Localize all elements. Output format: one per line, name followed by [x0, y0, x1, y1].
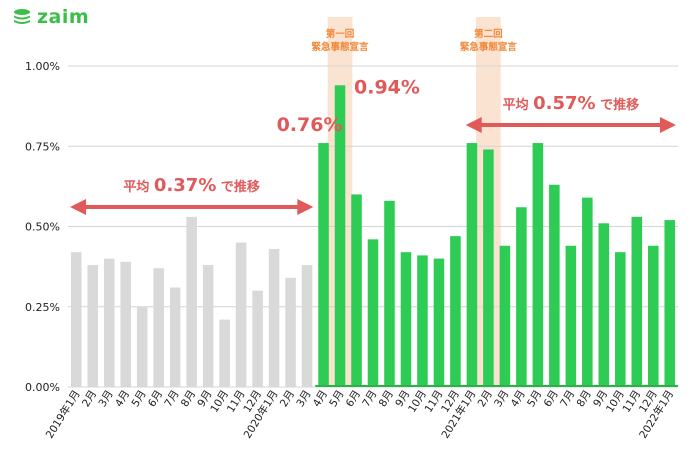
- y-tick-label: 0.00%: [25, 381, 60, 394]
- average-label: 平均 0.37% で推移: [123, 175, 260, 196]
- brand-name: zaim: [37, 6, 90, 28]
- arrowhead-left: [70, 199, 86, 215]
- bar: [384, 200, 395, 387]
- x-tick-label: 8月: [179, 388, 198, 409]
- arrowhead-right: [660, 117, 676, 133]
- x-tick-label: 8月: [377, 388, 396, 409]
- bar: [136, 306, 148, 387]
- bar: [433, 258, 445, 387]
- bar: [450, 236, 461, 387]
- x-tick-label: 4月: [311, 388, 330, 409]
- x-tick-label: 4月: [113, 388, 132, 409]
- bar: [532, 143, 544, 387]
- x-tick-label: 5月: [525, 388, 544, 409]
- average-label: 平均 0.57% で推移: [503, 93, 640, 114]
- y-tick-label: 0.25%: [25, 301, 60, 314]
- x-tick-label: 2月: [278, 388, 297, 409]
- brand-logo: zaim: [12, 6, 89, 28]
- bar: [301, 265, 313, 387]
- bar: [664, 220, 676, 387]
- x-tick-label: 6月: [542, 388, 561, 409]
- x-tick-label: 6月: [146, 388, 165, 409]
- x-tick-label: 6月: [344, 388, 363, 409]
- bar: [202, 265, 214, 387]
- x-tick-label: 5月: [327, 388, 346, 409]
- highlight-baseline: [315, 385, 678, 387]
- x-tick-label: 8月: [575, 388, 594, 409]
- x-tick-label: 2月: [80, 388, 99, 409]
- bar: [631, 216, 643, 387]
- emergency-label: 緊急事態宣言: [312, 41, 370, 53]
- emergency-label: 緊急事態宣言: [460, 41, 518, 53]
- y-tick-label: 1.00%: [25, 60, 60, 73]
- bar: [268, 248, 280, 387]
- value-callout: 0.76%: [277, 114, 343, 136]
- bar: [153, 268, 164, 387]
- bar: [219, 319, 230, 387]
- x-tick-label: 3月: [492, 388, 511, 409]
- x-tick-label: 7月: [162, 388, 181, 409]
- arrowhead-right: [297, 199, 314, 215]
- x-tick-label: 7月: [360, 388, 379, 409]
- bar: [417, 255, 428, 387]
- bar: [169, 287, 181, 387]
- coin-stack-icon: [14, 9, 30, 24]
- y-tick-label: 0.50%: [25, 221, 60, 234]
- arrowhead-left: [465, 117, 482, 133]
- x-tick-label: 5月: [129, 388, 148, 409]
- bar: [120, 261, 131, 387]
- emergency-label: 第二回: [474, 28, 503, 40]
- bar: [235, 242, 247, 387]
- bar: [186, 216, 197, 387]
- bar: [367, 239, 379, 387]
- bar: [582, 197, 593, 387]
- bar: [334, 85, 346, 387]
- bar: [466, 143, 478, 387]
- x-tick-label: 2019年1月: [43, 388, 83, 441]
- bar: [285, 277, 296, 387]
- emergency-label: 第一回: [326, 28, 355, 40]
- x-tick-label: 4月: [509, 388, 528, 409]
- bar: [565, 245, 577, 387]
- bar: [598, 223, 610, 387]
- y-tick-label: 0.75%: [25, 140, 60, 153]
- bar: [351, 194, 362, 387]
- bar: [483, 149, 494, 387]
- x-tick-label: 7月: [558, 388, 577, 409]
- x-tick-label: 3月: [294, 388, 313, 409]
- bar: [87, 265, 99, 387]
- bar: [615, 252, 626, 387]
- bar: [70, 252, 82, 387]
- bar: [103, 258, 115, 387]
- bar: [549, 184, 560, 387]
- x-tick-label: 3月: [96, 388, 115, 409]
- bar: [318, 143, 329, 387]
- bar: [647, 245, 659, 387]
- value-callout: 0.94%: [354, 76, 420, 98]
- bar: [516, 207, 527, 387]
- bar: [400, 252, 412, 387]
- x-tick-label: 2月: [476, 388, 495, 409]
- bar: [499, 245, 511, 387]
- bar: [252, 290, 263, 387]
